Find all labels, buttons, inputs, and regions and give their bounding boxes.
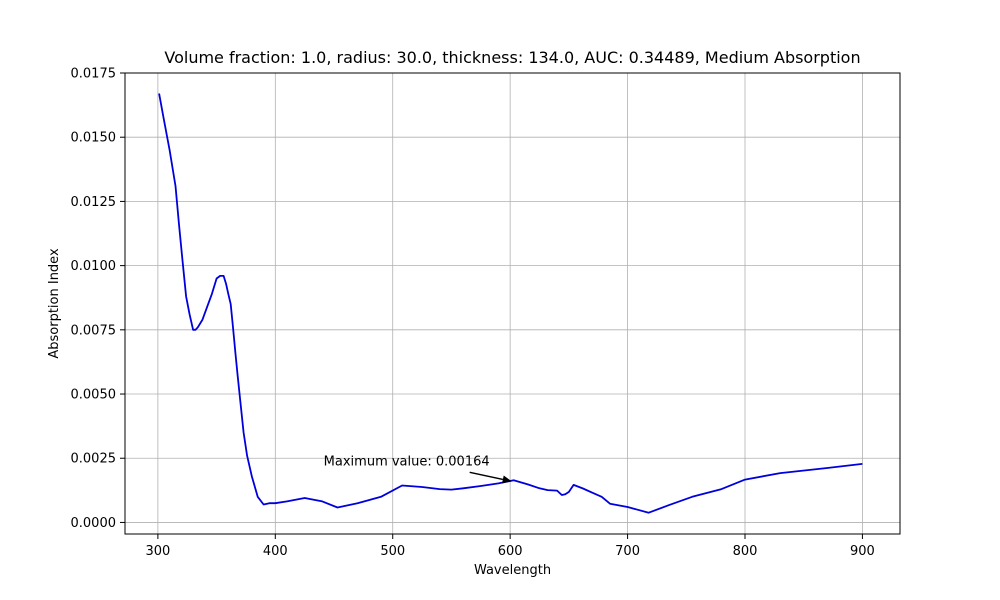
axes-frame [124, 72, 901, 535]
chart-title: Volume fraction: 1.0, radius: 30.0, thic… [164, 48, 860, 67]
y-tick-label: 0.0000 [71, 516, 117, 531]
x-tick-label: 700 [615, 544, 640, 559]
x-tick-label: 900 [850, 544, 875, 559]
plot-area [125, 73, 900, 534]
y-tick-label: 0.0075 [71, 323, 117, 338]
y-tick-label: 0.0025 [71, 452, 117, 467]
y-axis-ticks: 0.0000 0.0025 0.0050 0.0075 0.0100 0.0125 0.01… [71, 67, 125, 531]
y-tick-label: 0.0050 [71, 388, 117, 403]
y-tick-label: 0.0100 [71, 259, 117, 274]
series-layer [158, 93, 863, 514]
annotation-arrowhead [502, 475, 512, 484]
series-line [158, 93, 863, 514]
x-tick-label: 500 [380, 544, 405, 559]
annotation-label: Maximum value: 0.00164 [324, 454, 490, 469]
annotation-arrow [469, 471, 504, 481]
x-axis-label: Wavelength [474, 563, 551, 578]
annotation: Maximum value: 0.00164 [324, 454, 512, 484]
x-tick-label: 300 [145, 544, 170, 559]
x-axis-ticks: 300 400 500 600 700 800 900 [145, 534, 875, 559]
y-tick-label: 0.0175 [71, 67, 117, 82]
y-axis-label: Absorption Index [47, 248, 62, 359]
x-tick-label: 400 [263, 544, 288, 559]
y-tick-label: 0.0125 [71, 195, 117, 210]
y-tick-label: 0.0150 [71, 131, 117, 146]
x-tick-label: 600 [498, 544, 523, 559]
x-tick-label: 800 [733, 544, 758, 559]
